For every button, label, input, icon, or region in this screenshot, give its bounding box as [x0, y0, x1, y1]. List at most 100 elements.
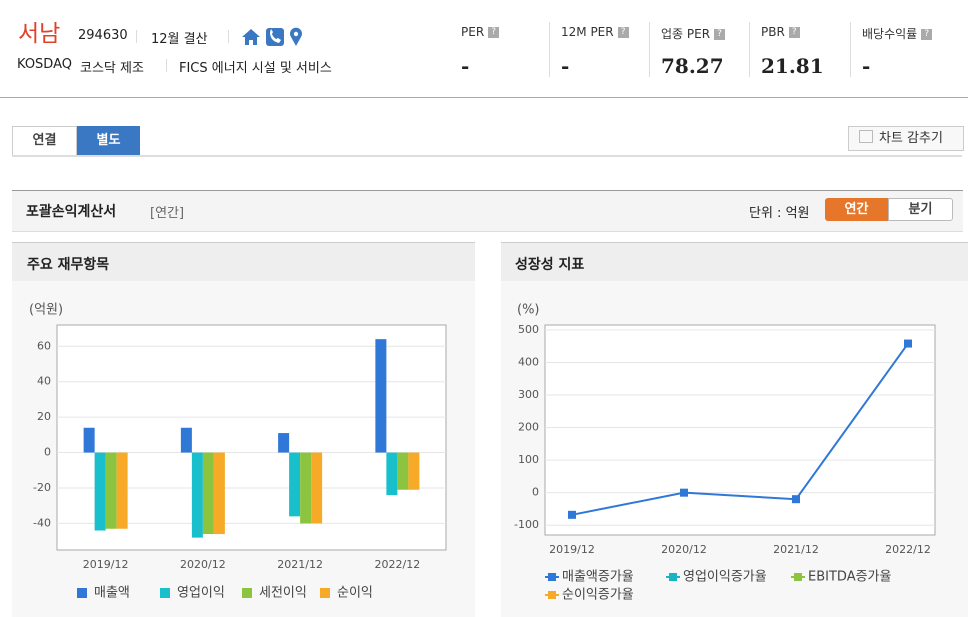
button-label: 차트 감추기 [879, 131, 943, 146]
bar [191, 452, 203, 538]
legend-label: 매출액 [94, 586, 130, 601]
legend-marker [669, 573, 677, 581]
toggle[interactable]: 분기 [888, 198, 953, 221]
metric-label: 배당수익률? [862, 25, 933, 42]
x-tick-label: 2021/12 [277, 558, 323, 571]
chart: (억원) -40 -20 0 20 40 60 2019/12 2020/12 2021/12 20… [29, 303, 447, 601]
help-icon: ? [714, 29, 726, 40]
bar [408, 452, 420, 490]
toggle-active[interactable]: 연간 [825, 198, 888, 221]
bar [213, 452, 225, 535]
legend-marker [794, 573, 802, 581]
y-tick-label: 40 [37, 375, 51, 388]
section-period: [연간] [150, 206, 185, 221]
tab-line [12, 155, 962, 157]
help-icon: ? [788, 27, 800, 38]
x-tick-label: 2022/12 [885, 543, 931, 556]
y-tick-label: 100 [518, 453, 539, 466]
plot-area [544, 324, 936, 536]
line [571, 342, 909, 516]
y-tick-label: 20 [37, 410, 51, 423]
bar [94, 452, 106, 531]
metric-label: PER? [461, 25, 500, 39]
metric-value: - [461, 54, 470, 78]
section-bar [12, 190, 963, 232]
market: KOSDAQ [17, 57, 72, 72]
metric-label-text: 배당수익률 [862, 27, 918, 41]
point [792, 495, 800, 504]
panel-header [12, 242, 475, 281]
metric-label: 12M PER? [561, 25, 629, 39]
y-tick-label: 300 [518, 388, 539, 401]
y-tick-label: -40 [33, 516, 51, 529]
x-tick-label: 2020/12 [661, 543, 707, 556]
bar [289, 452, 301, 517]
point [568, 510, 576, 519]
point [680, 488, 688, 497]
metric-value: - [561, 54, 570, 78]
y-tick-label: 60 [37, 339, 51, 352]
metric-label-text: 12M PER [561, 25, 614, 39]
metric-separator [549, 22, 550, 77]
metric-label-text: PER [461, 25, 485, 39]
x-tick-label: 2019/12 [549, 543, 595, 556]
panel-title: 주요 재무항목 [27, 257, 110, 273]
unit-label: (억원) [29, 303, 63, 318]
unit-label: (%) [517, 303, 540, 318]
legend-label: 영업이익증가율 [683, 570, 767, 585]
help-icon: ? [488, 27, 500, 38]
legend-marker [320, 588, 330, 598]
y-tick-label: -20 [33, 481, 51, 494]
panel-title: 성장성 지표 [515, 257, 585, 273]
legend-label: 영업이익 [177, 586, 225, 601]
hide-chart-button[interactable]: 차트 감추기 [848, 126, 964, 151]
legend-label: 순이익증가율 [562, 588, 634, 603]
x-tick-label: 2020/12 [180, 558, 226, 571]
help-icon: ? [617, 27, 629, 38]
legend-marker [548, 591, 556, 599]
legend-label: 매출액증가율 [562, 570, 634, 585]
divider [0, 97, 968, 98]
metric-value: 21.81 [761, 54, 824, 78]
metric-label: PBR? [761, 25, 800, 39]
point [904, 339, 912, 348]
metric-label: 업종 PER? [661, 25, 726, 42]
bar [116, 452, 128, 529]
bar [83, 427, 95, 453]
y-tick-label: 0 [44, 446, 51, 459]
legend-label: 세전이익 [259, 586, 307, 601]
section-title: 포괄손익계산서 [26, 204, 117, 220]
metric-separator [649, 22, 650, 77]
metric-separator [850, 22, 851, 77]
tab[interactable]: 연결 [12, 126, 77, 155]
sector: 코스닥 제조 [80, 61, 144, 76]
metric-value: - [862, 54, 871, 78]
x-tick-label: 2022/12 [375, 558, 421, 571]
metric-value: 78.27 [661, 54, 724, 78]
bar [375, 339, 387, 453]
x-tick-label: 2021/12 [773, 543, 819, 556]
fics: FICS 에너지 시설 및 서비스 [179, 61, 332, 76]
x-tick-label: 2019/12 [83, 558, 129, 571]
bar [202, 452, 214, 535]
bar [386, 452, 398, 496]
y-tick-label: 400 [518, 355, 539, 368]
bar [311, 452, 323, 524]
metric-label-text: PBR [761, 25, 785, 39]
bar [180, 427, 192, 453]
stock-code: 294630 [78, 28, 128, 43]
y-tick-label: 500 [518, 323, 539, 336]
y-tick-label: -100 [514, 518, 539, 531]
y-tick-label: 0 [532, 486, 539, 499]
legend-marker [77, 588, 87, 598]
legend-marker [160, 588, 170, 598]
unit: 단위 : 억원 [749, 206, 810, 221]
stock-name: 서남 [18, 21, 61, 47]
metric-separator [749, 22, 750, 77]
icons[interactable] [240, 26, 310, 48]
legend-marker [548, 573, 556, 581]
chart: (%) -100 0 100 200 300 400 500 2019/12 2020/12 202… [514, 303, 936, 603]
tab-active[interactable]: 별도 [77, 126, 140, 155]
panel-header [501, 242, 968, 281]
